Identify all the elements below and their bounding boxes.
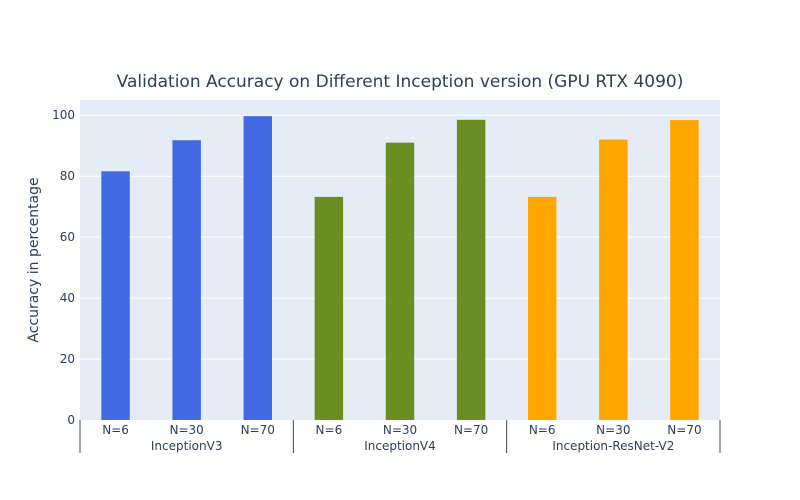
bars (101, 116, 699, 421)
x-tick-label: N=6 (316, 423, 343, 437)
y-tick-label: 100 (52, 108, 75, 122)
y-tick-label: 0 (67, 413, 75, 427)
y-axis-ticks: 0 20 40 60 80 100 (52, 108, 75, 427)
x-tick-label: N=70 (454, 423, 488, 437)
bar (314, 196, 344, 420)
x-tick-label: N=70 (667, 423, 701, 437)
bar (385, 142, 415, 420)
y-tick-label: 80 (60, 169, 75, 183)
bar (599, 139, 628, 420)
bar (528, 196, 557, 420)
x-tick-label: N=6 (102, 423, 129, 437)
x-tick-label: N=30 (596, 423, 630, 437)
x-tick-label: N=6 (529, 423, 556, 437)
chart-title: Validation Accuracy on Different Incepti… (117, 72, 684, 92)
bar (670, 120, 699, 420)
y-axis-title: Accuracy in percentage (26, 177, 42, 342)
y-tick-label: 60 (60, 230, 75, 244)
x-axis-group-labels: InceptionV3 InceptionV4 Inception-ResNet-V… (79, 420, 721, 453)
bar (456, 119, 486, 421)
x-tick-label: N=30 (383, 423, 417, 437)
bar (243, 116, 272, 421)
group-label: InceptionV4 (364, 439, 436, 453)
group-label: Inception-ResNet-V2 (552, 439, 674, 453)
x-tick-label: N=30 (170, 423, 204, 437)
bar (101, 171, 130, 420)
x-tick-label: N=70 (241, 423, 275, 437)
group-label: InceptionV3 (151, 439, 223, 453)
x-axis-ticks: N=6 N=30 N=70 N=6 N=30 N=70 N=6 N=30 N=70 (102, 423, 701, 437)
y-tick-label: 40 (60, 291, 75, 305)
bar (172, 140, 201, 420)
y-tick-label: 20 (60, 352, 75, 366)
